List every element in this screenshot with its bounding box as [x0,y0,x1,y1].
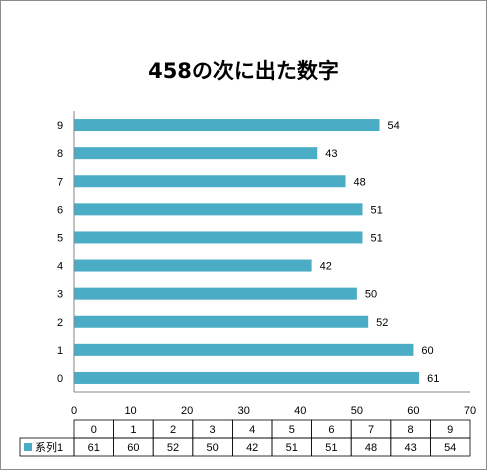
table-value: 51 [325,442,337,454]
data-label: 51 [371,232,383,244]
table-header-label: 8 [408,424,414,436]
bar-6 [74,203,363,216]
y-tick-label: 0 [57,373,63,385]
bar-9 [74,119,380,132]
x-tick-label: 20 [181,405,193,417]
bar-3 [74,287,357,300]
y-tick-label: 6 [57,204,63,216]
bar-2 [74,315,369,328]
y-tick-label: 8 [57,148,63,160]
table-value: 43 [404,442,416,454]
table-value: 54 [444,442,456,454]
table-value: 51 [286,442,298,454]
table-header-label: 6 [328,424,334,436]
y-tick-label: 7 [57,176,63,188]
x-tick-label: 0 [71,405,77,417]
bar-1 [74,343,414,356]
bar-7 [74,175,346,188]
table-value: 52 [167,442,179,454]
table-value-cell [429,437,471,457]
series-name: 系列1 [35,440,63,454]
axis-layer: 0 1 2 3 4 5 6 7 8 9 0 10 20 30 40 50 60 70 [57,111,476,417]
data-label: 61 [427,373,439,385]
bar-4 [74,259,312,272]
table-header-label: 9 [447,424,453,436]
data-label: 60 [421,345,433,357]
table-value: 50 [206,442,218,454]
y-tick-label: 2 [57,317,63,329]
table-value: 42 [246,442,258,454]
y-tick-label: 4 [57,261,63,273]
y-tick-label: 3 [57,289,63,301]
table-value: 60 [127,442,139,454]
x-tick-label: 70 [464,405,476,417]
data-label: 54 [387,120,399,132]
table-header-label: 5 [289,424,295,436]
y-tick-label: 9 [57,120,63,132]
table-value: 48 [365,442,377,454]
data-label: 42 [320,261,332,273]
x-tick-label: 50 [351,405,363,417]
table-header-label: 3 [210,424,216,436]
bar-8 [74,147,318,160]
bars-layer: 61 60 52 50 42 51 51 48 43 54 [74,119,439,385]
table-value: 61 [88,442,100,454]
bar-0 [74,371,420,384]
data-label: 43 [325,148,337,160]
legend-key [24,443,32,451]
x-tick-label: 10 [124,405,136,417]
bar-5 [74,231,363,244]
data-table: 0 1 2 3 4 5 6 7 8 9 系列1 61 60 52 50 42 51 51 48 43 54 [19,419,471,457]
table-header-label: 1 [130,424,136,436]
chart-title: 458の次に出た数字 [148,59,339,83]
x-tick-label: 30 [238,405,250,417]
data-label: 50 [365,289,377,301]
data-label: 48 [354,176,366,188]
x-tick-label: 40 [294,405,306,417]
y-tick-label: 1 [57,345,63,357]
data-label: 52 [376,317,388,329]
table-header-label: 2 [170,424,176,436]
table-header-label: 7 [368,424,374,436]
data-label: 51 [371,204,383,216]
table-header-label: 4 [249,424,255,436]
table-header-label: 0 [91,424,97,436]
y-tick-label: 5 [57,232,63,244]
x-tick-label: 60 [407,405,419,417]
